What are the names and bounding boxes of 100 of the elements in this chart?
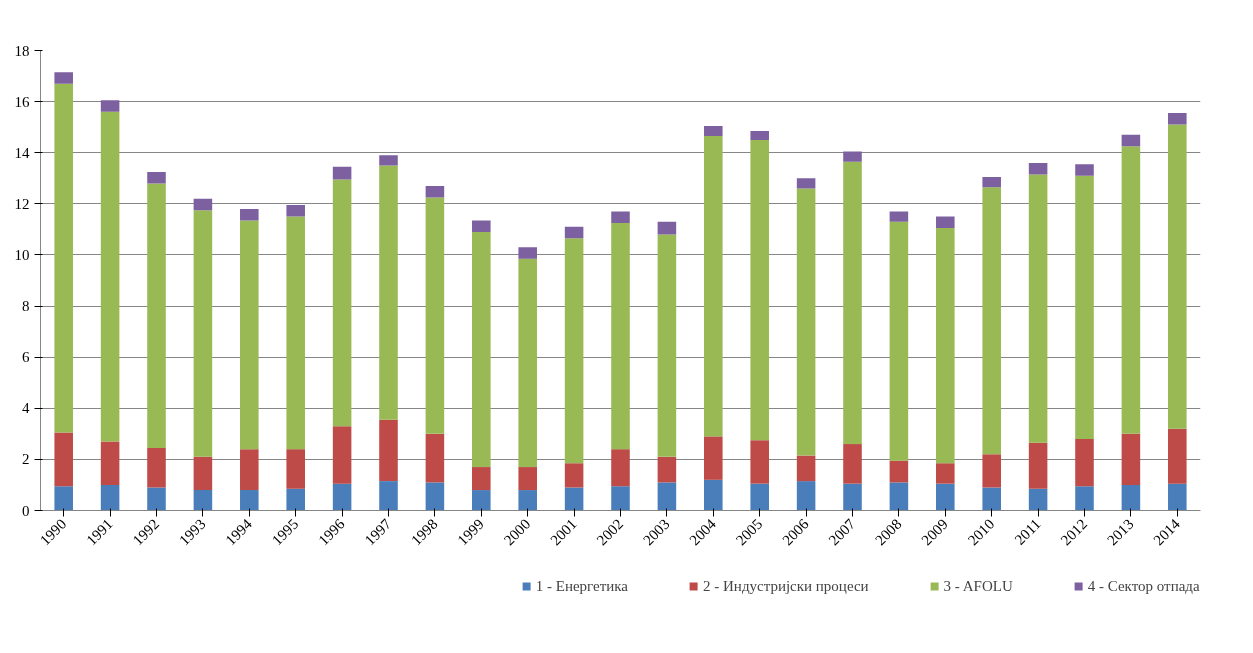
bar [240, 220, 259, 450]
legend-label: 1 - Енергетика [535, 577, 629, 595]
bar [1121, 484, 1141, 511]
x-tick-label: 1991 [83, 515, 116, 549]
bar [704, 479, 723, 511]
bar [332, 166, 352, 180]
bar [425, 433, 445, 483]
bar [611, 449, 630, 487]
bar [1075, 175, 1094, 439]
bar [379, 165, 398, 420]
bar [750, 440, 769, 484]
bar [704, 436, 723, 480]
bar [1075, 438, 1094, 487]
legend-label: 2 - Индустријски процеси [703, 577, 869, 595]
bar [1121, 433, 1141, 485]
bar [100, 111, 120, 442]
bar [750, 131, 769, 140]
bar [1028, 174, 1048, 443]
bar [425, 197, 445, 434]
bar [704, 125, 723, 137]
legend-label: 4 - Сектор отпада [1087, 577, 1200, 595]
bar [379, 419, 398, 482]
bar [54, 432, 73, 487]
bar [518, 247, 537, 259]
bar [425, 482, 445, 511]
bar [1168, 483, 1187, 511]
bar [240, 208, 259, 221]
bar [1028, 488, 1048, 511]
y-tick-label: 12 [14, 195, 30, 212]
bar [518, 258, 537, 468]
bar [796, 481, 816, 511]
bar [843, 151, 862, 162]
bar [147, 487, 166, 511]
bar [936, 483, 955, 511]
bar [518, 490, 537, 511]
bar [750, 483, 769, 511]
bar [379, 481, 398, 511]
bar [193, 490, 213, 511]
bar [1075, 486, 1094, 511]
bar [54, 486, 73, 511]
bar [843, 444, 862, 484]
bar [100, 484, 120, 511]
bar [518, 467, 537, 491]
bar [936, 216, 955, 229]
y-tick-label: 4 [22, 400, 30, 417]
bar [889, 460, 909, 483]
bar [54, 83, 73, 433]
bar [1121, 134, 1141, 147]
bar [657, 234, 677, 457]
x-tick-label: 2011 [1011, 515, 1044, 548]
bar [1168, 124, 1187, 429]
y-tick-label: 14 [14, 144, 30, 161]
bar [193, 198, 213, 211]
bar [332, 483, 352, 511]
bar [611, 486, 630, 511]
bar [889, 482, 909, 511]
bar [147, 447, 166, 488]
bar [796, 455, 816, 482]
bar [193, 210, 213, 457]
bar [982, 487, 1001, 511]
y-tick-label: 6 [22, 349, 30, 366]
bar [100, 100, 120, 112]
bar [332, 426, 352, 484]
bar [332, 179, 352, 427]
bar [564, 238, 584, 464]
bar [193, 456, 213, 491]
bar [54, 72, 73, 84]
y-tick-label: 16 [14, 93, 30, 110]
bar [1168, 428, 1187, 484]
bar [379, 155, 398, 166]
bar [564, 226, 584, 239]
bar [472, 220, 491, 232]
bar [240, 490, 259, 511]
bar [982, 187, 1001, 455]
y-tick-label: 10 [14, 246, 30, 263]
y-tick-label: 8 [22, 298, 30, 315]
bar [286, 205, 305, 217]
bar [425, 185, 445, 198]
bar [843, 483, 862, 511]
bar [611, 223, 630, 450]
bar [1075, 164, 1094, 176]
bar [889, 211, 909, 222]
y-tick-label: 2 [22, 451, 30, 468]
bar [611, 211, 630, 223]
bar [1168, 113, 1187, 125]
bar [750, 139, 769, 441]
bar [1028, 162, 1048, 175]
bar [843, 161, 862, 445]
bar [982, 177, 1001, 188]
bar [889, 221, 909, 461]
bar [982, 454, 1001, 488]
y-tick-label: 18 [14, 42, 30, 59]
bar [147, 171, 166, 184]
legend-label: 3 - AFOLU [943, 577, 1013, 595]
bar [286, 216, 305, 450]
bar [147, 183, 166, 448]
bar [1028, 442, 1048, 489]
bar [286, 488, 305, 511]
bar [286, 449, 305, 489]
bar [564, 463, 584, 488]
